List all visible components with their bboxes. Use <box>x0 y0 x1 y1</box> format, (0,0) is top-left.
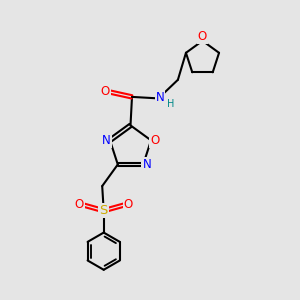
Text: O: O <box>74 198 84 211</box>
Text: O: O <box>150 134 159 147</box>
Text: S: S <box>100 204 108 217</box>
Text: O: O <box>124 198 133 211</box>
Text: H: H <box>167 99 175 109</box>
Text: N: N <box>142 158 151 171</box>
Text: N: N <box>155 91 164 104</box>
Text: O: O <box>198 30 207 43</box>
Text: N: N <box>102 134 111 147</box>
Text: O: O <box>100 85 109 98</box>
